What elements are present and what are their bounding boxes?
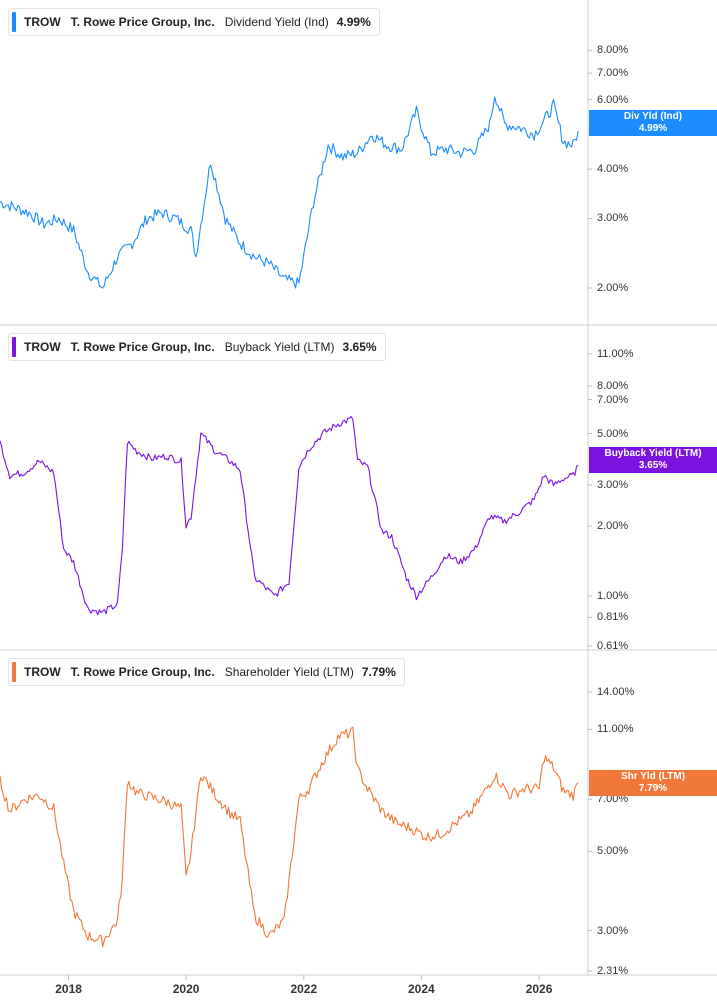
tag-label: Shr Yld (LTM)	[620, 771, 686, 782]
y-tick-label: 11.00%	[597, 723, 634, 736]
x-tick-label: 2018	[55, 982, 82, 996]
legend-box[interactable]: TROW T. Rowe Price Group, Inc. Shareholder…	[8, 658, 405, 686]
metric-label: Buyback Yield (LTM)	[224, 340, 335, 354]
y-tick-label: 2.31%	[597, 965, 629, 977]
x-tick-label: 2026	[525, 982, 553, 996]
latest-value: 3.65%	[342, 340, 377, 354]
ticker-label: TROW	[24, 15, 61, 29]
tag-value: 3.65%	[638, 460, 668, 471]
latest-value: 4.99%	[336, 15, 371, 29]
y-tick-label: 6.00%	[597, 93, 629, 106]
y-tick-label: 2.00%	[597, 520, 629, 533]
y-tick-label: 5.00%	[597, 427, 629, 440]
y-tick-label: 7.00%	[597, 793, 629, 806]
y-tick-label: 7.00%	[597, 67, 629, 80]
metric-label: Shareholder Yield (LTM)	[224, 665, 354, 679]
series-color-swatch	[12, 662, 16, 682]
company-label: T. Rowe Price Group, Inc.	[70, 15, 215, 29]
y-tick-label: 11.00%	[597, 347, 634, 360]
tag-label: Buyback Yield (LTM)	[604, 448, 702, 459]
y-tick-label: 8.00%	[597, 380, 629, 393]
company-label: T. Rowe Price Group, Inc.	[70, 340, 215, 354]
tag-label: Div Yld (Ind)	[623, 111, 683, 122]
series-color-swatch	[12, 337, 16, 357]
current-value-tag: Shr Yld (LTM) 7.79%	[589, 770, 717, 796]
legend-box[interactable]: TROW T. Rowe Price Group, Inc. Buyback Yie…	[8, 333, 386, 361]
series-line	[0, 96, 579, 289]
metric-label: Dividend Yield (Ind)	[224, 15, 329, 29]
y-tick-label: 3.00%	[597, 924, 629, 937]
series-line	[0, 415, 579, 616]
y-tick-label: 14.00%	[597, 686, 635, 699]
current-value-tag: Buyback Yield (LTM) 3.65%	[589, 447, 717, 473]
x-tick-label: 2020	[172, 982, 200, 996]
series-line	[0, 726, 579, 948]
current-value-tag: Div Yld (Ind) 4.99%	[589, 110, 717, 136]
x-tick-label: 2022	[290, 982, 318, 996]
ticker-label: TROW	[24, 340, 61, 354]
latest-value: 7.79%	[361, 665, 396, 679]
y-tick-label: 3.00%	[597, 212, 629, 225]
y-tick-label: 0.61%	[597, 640, 629, 652]
y-tick-label: 8.00%	[597, 44, 629, 57]
y-tick-label: 5.00%	[597, 845, 629, 858]
tag-value: 7.79%	[638, 783, 668, 794]
tag-value: 4.99%	[638, 123, 668, 134]
series-color-swatch	[12, 12, 16, 32]
x-tick-label: 2024	[407, 982, 435, 996]
y-tick-label: 1.00%	[597, 590, 629, 603]
company-label: T. Rowe Price Group, Inc.	[70, 665, 215, 679]
y-tick-label: 7.00%	[597, 393, 629, 406]
y-tick-label: 0.81%	[597, 611, 629, 624]
legend-box[interactable]: TROW T. Rowe Price Group, Inc. Dividend Yi…	[8, 8, 380, 36]
ticker-label: TROW	[24, 665, 61, 679]
y-tick-label: 4.00%	[597, 163, 629, 176]
y-tick-label: 3.00%	[597, 479, 629, 492]
y-tick-label: 2.00%	[597, 282, 629, 294]
